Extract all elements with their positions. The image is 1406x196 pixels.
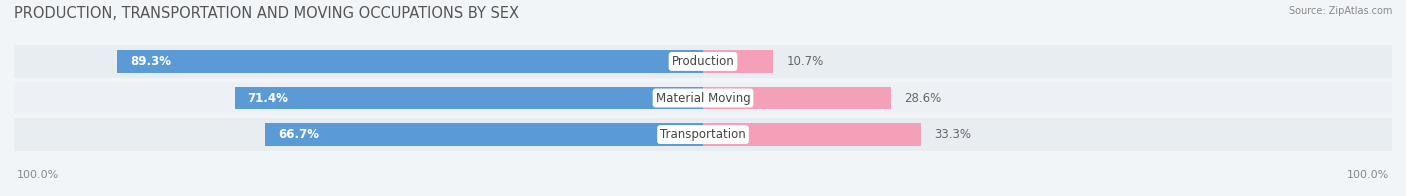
Bar	[266, 123, 703, 146]
Text: Material Moving: Material Moving	[655, 92, 751, 104]
Text: 100.0%: 100.0%	[17, 170, 59, 180]
Bar	[703, 50, 773, 73]
Text: 33.3%: 33.3%	[935, 128, 972, 141]
Text: 10.7%: 10.7%	[786, 55, 824, 68]
Text: 28.6%: 28.6%	[904, 92, 941, 104]
Bar	[703, 123, 921, 146]
Bar	[117, 50, 703, 73]
Text: 100.0%: 100.0%	[1347, 170, 1389, 180]
Legend: Male, Female: Male, Female	[640, 192, 766, 196]
Text: 89.3%: 89.3%	[131, 55, 172, 68]
Bar	[235, 87, 703, 109]
Bar	[14, 45, 1392, 77]
Bar	[14, 119, 1392, 151]
Bar	[14, 82, 1392, 114]
Text: PRODUCTION, TRANSPORTATION AND MOVING OCCUPATIONS BY SEX: PRODUCTION, TRANSPORTATION AND MOVING OC…	[14, 6, 519, 21]
Text: Transportation: Transportation	[661, 128, 745, 141]
Text: Source: ZipAtlas.com: Source: ZipAtlas.com	[1288, 6, 1392, 16]
Text: Production: Production	[672, 55, 734, 68]
Bar	[703, 87, 890, 109]
Text: 66.7%: 66.7%	[278, 128, 319, 141]
Text: 71.4%: 71.4%	[247, 92, 288, 104]
